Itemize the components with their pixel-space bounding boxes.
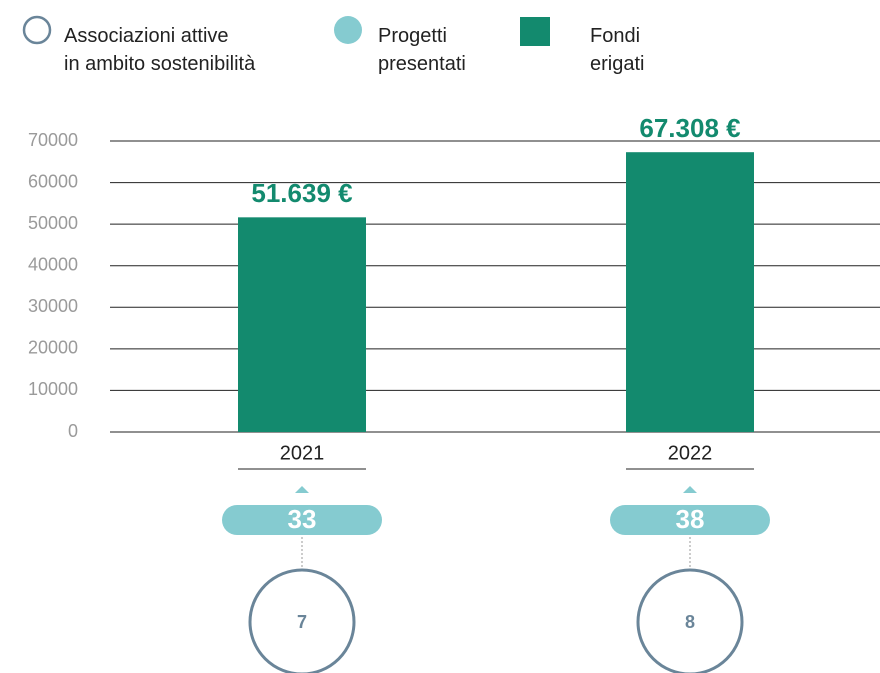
pill-label: 33 (288, 504, 317, 534)
circle-label: 8 (685, 612, 695, 632)
circle-marker (248, 568, 356, 673)
pill-label: 38 (676, 504, 705, 534)
y-tick-label: 60000 (28, 171, 78, 191)
bar (626, 152, 754, 432)
y-tick-label: 0 (68, 421, 78, 441)
legend-label: Associazioni attive in ambito sostenibil… (64, 25, 256, 75)
pointer (683, 486, 697, 493)
y-tick-label: 30000 (28, 296, 78, 316)
circle-label: 7 (297, 612, 307, 632)
legend-label: Fondi erigati (590, 25, 645, 75)
pointer (295, 486, 309, 493)
x-tick-label: 2021 (280, 442, 325, 464)
pill (222, 505, 382, 535)
x-tick-label: 2022 (668, 442, 713, 464)
circle-marker (636, 568, 744, 673)
value-label: 51.639 € (251, 178, 352, 208)
legend-label: Progetti presentati (378, 25, 466, 75)
legend-marker (22, 15, 52, 45)
y-tick-label: 10000 (28, 379, 78, 399)
y-tick-label: 40000 (28, 254, 78, 274)
y-tick-label: 20000 (28, 338, 78, 358)
y-tick-label: 50000 (28, 213, 78, 233)
pill (610, 505, 770, 535)
legend-marker (334, 16, 362, 44)
y-tick-label: 70000 (28, 130, 78, 150)
legend-marker (520, 17, 550, 46)
value-label: 67.308 € (639, 113, 740, 143)
bar (238, 217, 366, 432)
